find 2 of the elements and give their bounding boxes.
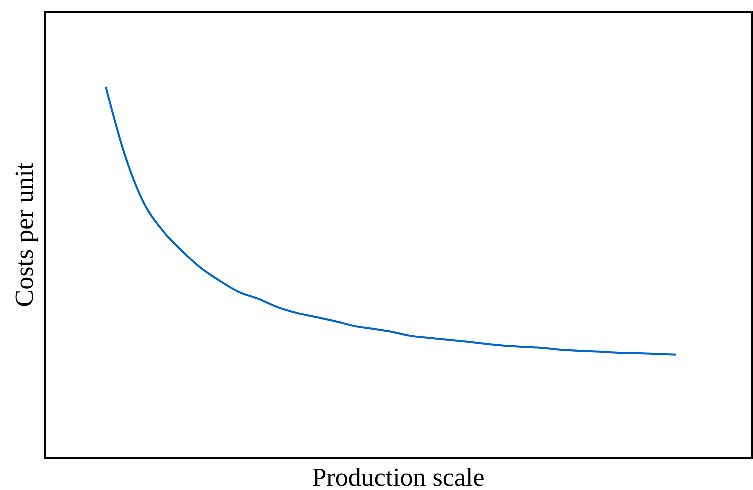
y-axis-title: Costs per unit	[10, 162, 39, 308]
x-axis-title: Production scale	[312, 463, 485, 490]
